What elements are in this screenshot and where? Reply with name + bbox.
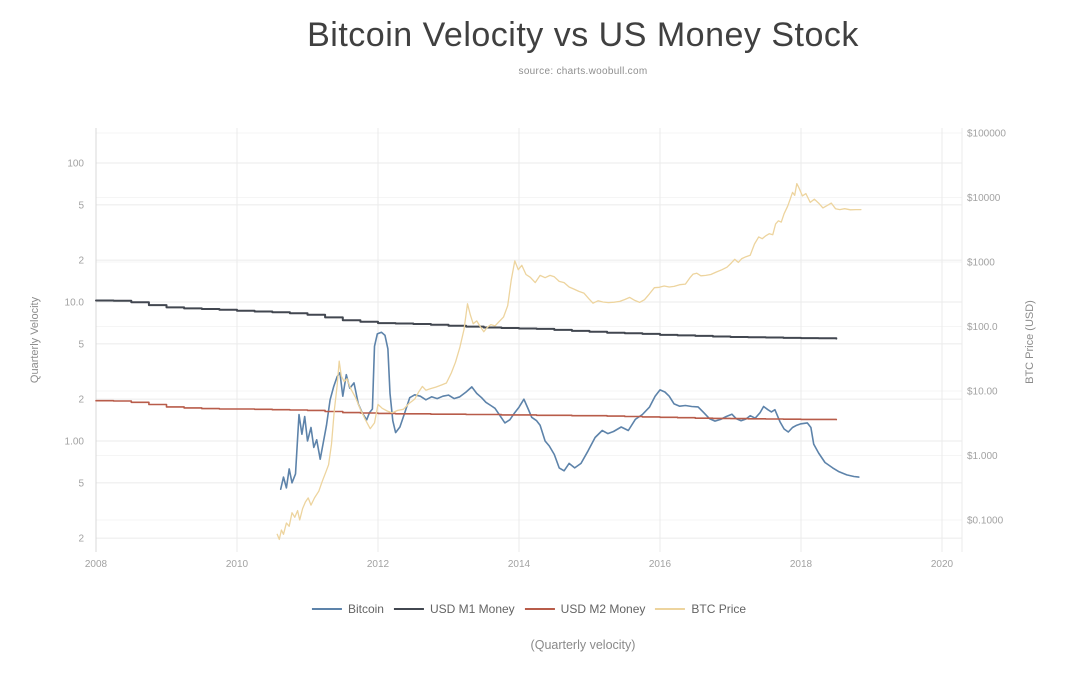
x-axis-tick-label: 2018 [790,559,813,570]
chart-subtitle: (Quarterly velocity) [530,638,636,652]
series-line-usd-m2 [95,399,838,421]
x-axis-tick-label: 2008 [85,559,108,570]
legend-label-usd-m2: USD M2 Money [560,602,646,616]
right-axis-tick-label: $10000 [967,193,1001,204]
left-axis-tick-label: 2 [78,256,84,267]
chart-legend: Bitcoin USD M1 Money USD M2 Money BTC Price [311,602,746,616]
series-line-btc-price [276,182,862,541]
x-axis-tick-label: 2014 [508,559,531,570]
right-axis-tick-label: $1.000 [967,451,998,462]
legend-item-btc-price[interactable]: BTC Price [655,602,746,616]
left-axis-tick-label: 5 [78,339,84,350]
left-axis-tick-label: 5 [78,478,84,489]
left-axis-tick-label: 1.00 [65,437,85,448]
legend-label-usd-m1: USD M1 Money [429,602,515,616]
left-axis-tick-label: 5 [78,200,84,211]
x-axis-tick-label: 2020 [931,559,954,570]
right-axis-tick-label: $1000 [967,258,995,269]
legend-swatch-btc-price [655,608,686,610]
chart-source: source: charts.woobull.com [518,66,648,77]
right-axis-tick-label: $100000 [967,129,1006,140]
legend-item-usd-m1[interactable]: USD M1 Money [393,602,515,616]
legend-label-bitcoin: Bitcoin [347,602,384,616]
left-axis-tick-label: 100 [67,159,84,170]
legend-item-usd-m2[interactable]: USD M2 Money [524,602,646,616]
left-axis-tick-label: 2 [78,534,84,545]
right-axis-title: BTC Price (USD) [1024,300,1036,384]
x-axis-tick-label: 2016 [649,559,672,570]
series-line-usd-m1 [95,299,838,340]
legend-swatch-usd-m2 [524,608,555,610]
right-axis-tick-label: $0.1000 [967,516,1004,527]
legend-item-bitcoin[interactable]: Bitcoin [311,602,384,616]
legend-swatch-bitcoin [311,608,342,610]
chart-title: Bitcoin Velocity vs US Money Stock [307,16,859,54]
right-axis-tick-label: $100.0 [967,322,998,333]
left-axis-tick-label: 2 [78,395,84,406]
left-axis-tick-label: 10.0 [65,298,85,309]
legend-label-btc-price: BTC Price [691,602,747,616]
series-line-bitcoin [279,331,860,490]
x-axis-tick-label: 2010 [226,559,249,570]
left-axis-title: Quarterly Velocity [29,296,41,383]
x-axis-tick-label: 2012 [367,559,390,570]
right-axis-tick-label: $10.00 [967,387,998,398]
legend-swatch-usd-m1 [393,608,424,610]
